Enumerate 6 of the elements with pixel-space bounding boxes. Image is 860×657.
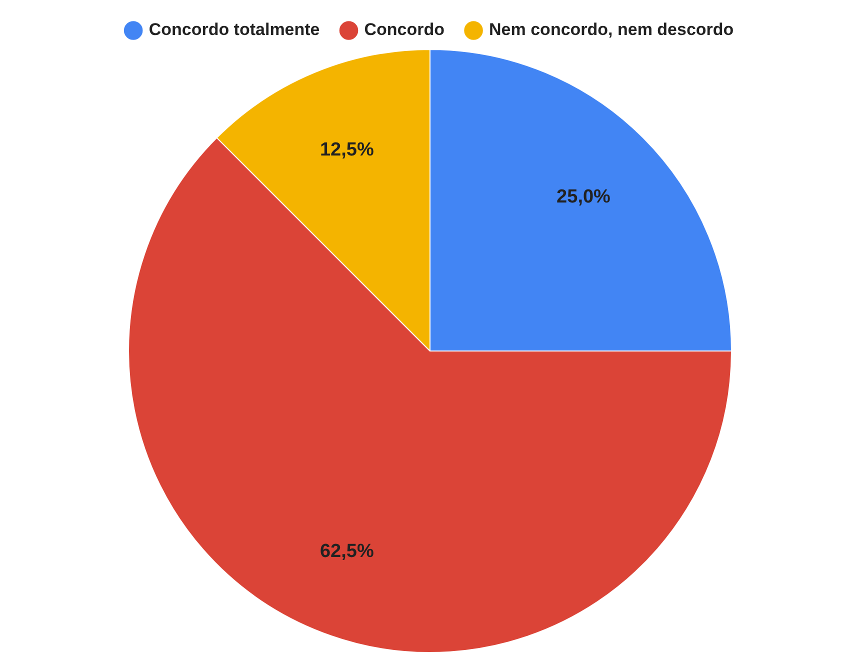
legend-label: Concordo totalmente xyxy=(148,20,320,40)
data-label: 62,5% xyxy=(320,540,374,562)
data-label: 12,5% xyxy=(320,140,374,161)
data-label: 25,0% xyxy=(556,186,611,208)
legend-label: Concordo xyxy=(364,20,445,40)
legend-label: Nem concordo, nem descordo xyxy=(489,20,734,40)
